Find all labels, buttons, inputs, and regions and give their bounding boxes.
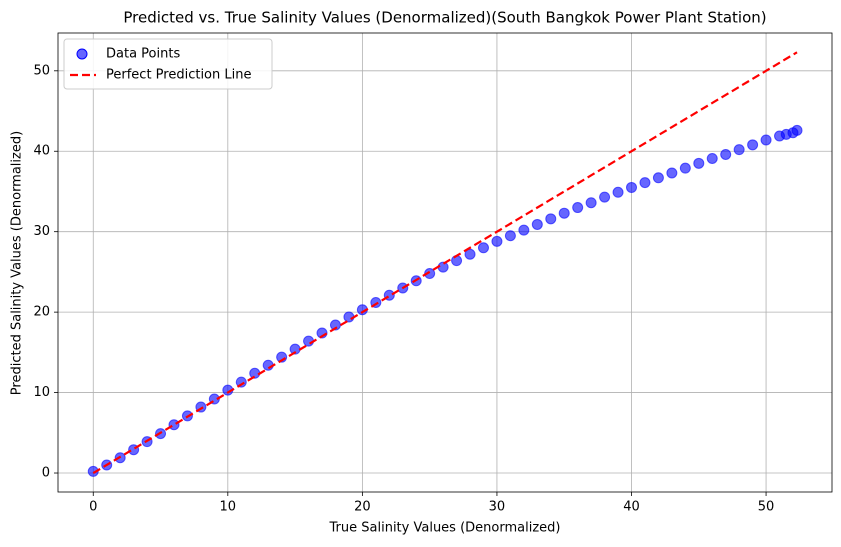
y-tick-label: 10 xyxy=(33,385,50,400)
line xyxy=(92,51,798,474)
x-tick-label: 10 xyxy=(220,500,237,515)
data-point xyxy=(747,139,759,151)
data-point xyxy=(424,268,436,280)
y-tick-label: 20 xyxy=(33,305,50,320)
data-point xyxy=(652,172,664,184)
data-point xyxy=(733,144,745,156)
data-point xyxy=(706,152,718,164)
legend-label: Perfect Prediction Line xyxy=(106,68,251,83)
data-point xyxy=(451,255,463,267)
legend-box xyxy=(63,38,273,90)
x-tick-label: 50 xyxy=(758,500,775,515)
data-point xyxy=(531,218,543,230)
data-point xyxy=(518,224,530,236)
data-point xyxy=(558,207,570,219)
data-point xyxy=(760,134,772,146)
data-point xyxy=(791,124,803,136)
chart-title: Predicted vs. True Salinity Values (Deno… xyxy=(123,9,766,27)
x-tick-label: 30 xyxy=(489,500,506,515)
data-point xyxy=(87,465,99,477)
data-point xyxy=(585,197,597,209)
data-point xyxy=(545,213,557,225)
y-tick-label: 50 xyxy=(33,63,50,78)
data-point xyxy=(720,148,732,160)
data-point xyxy=(464,248,476,260)
data-point xyxy=(504,230,516,242)
data-point xyxy=(679,162,691,174)
data-point xyxy=(626,181,638,193)
legend-marker xyxy=(76,48,88,60)
data-point xyxy=(612,186,624,198)
data-point xyxy=(235,376,247,388)
x-tick-label: 20 xyxy=(354,500,371,515)
x-tick-label: 0 xyxy=(89,500,97,515)
legend-label: Data Points xyxy=(106,47,180,62)
data-point xyxy=(572,202,584,214)
x-axis-label: True Salinity Values (Denormalized) xyxy=(329,521,561,536)
data-point xyxy=(666,167,678,179)
y-tick-label: 0 xyxy=(42,466,50,481)
data-point xyxy=(491,235,503,247)
y-axis-label: Predicted Salinity Values (Denormalized) xyxy=(10,131,25,395)
data-point xyxy=(168,419,180,431)
y-tick-label: 30 xyxy=(33,224,50,239)
y-tick-label: 40 xyxy=(33,144,50,159)
data-point xyxy=(477,242,489,254)
x-tick-label: 40 xyxy=(623,500,640,515)
data-point xyxy=(693,157,705,169)
plot-frame xyxy=(57,32,833,493)
data-point xyxy=(639,177,651,189)
data-point xyxy=(599,191,611,203)
